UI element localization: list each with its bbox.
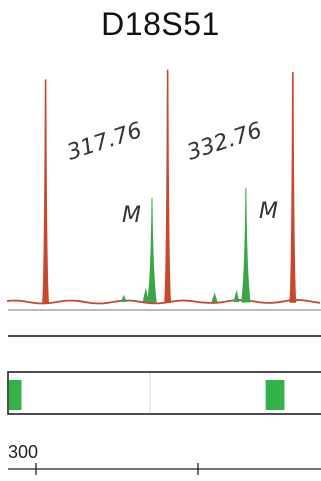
minor-peak xyxy=(211,292,218,302)
size-label-1: 317.76 xyxy=(64,118,145,166)
size-standard-peak-1 xyxy=(42,79,50,303)
bin-marker-2 xyxy=(265,380,285,410)
size-standard-peak-2 xyxy=(164,69,172,303)
bin-markers xyxy=(9,380,285,410)
marker-label-2: M xyxy=(259,199,278,224)
baseline-trace xyxy=(7,299,321,305)
x-tick-label: 300 xyxy=(8,442,38,462)
sample-peak-1 xyxy=(147,197,157,303)
size-standard-peak-3 xyxy=(289,72,297,303)
chart-title: D18S51 xyxy=(101,6,220,42)
marker-label-1: M xyxy=(122,203,141,228)
trace-layer xyxy=(7,69,321,305)
minor-peak xyxy=(142,287,149,302)
minor-peak xyxy=(233,289,240,302)
sample-peak-2 xyxy=(241,188,251,303)
bin-marker-1 xyxy=(9,380,22,410)
size-label-2: 332.76 xyxy=(184,118,265,166)
minor-peak xyxy=(120,294,127,302)
